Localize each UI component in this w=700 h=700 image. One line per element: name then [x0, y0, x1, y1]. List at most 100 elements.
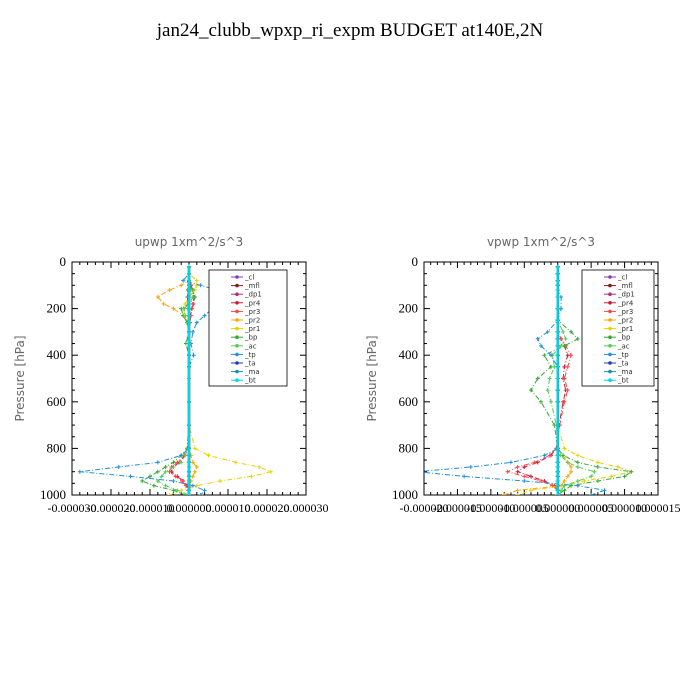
data-point: [555, 306, 560, 311]
data-point: [190, 483, 195, 488]
data-point: [140, 479, 145, 484]
legend-label: _mfl: [244, 282, 260, 290]
legend-marker: [235, 344, 239, 348]
y-axis-label: Pressure [hPa]: [365, 335, 379, 421]
data-point: [190, 329, 195, 334]
legend-label: _bp: [617, 334, 631, 342]
y-tick-label: 1000: [40, 487, 66, 502]
data-point: [187, 306, 191, 311]
x-tick-label: -0.000020: [87, 501, 136, 515]
data-point: [555, 264, 560, 269]
legend-label: _dp1: [244, 291, 262, 299]
y-tick-label: 600: [47, 394, 67, 409]
data-point: [206, 453, 211, 458]
data-point: [187, 493, 191, 495]
data-point: [187, 469, 191, 474]
data-point: [563, 336, 568, 341]
data-point: [575, 465, 580, 470]
data-point: [562, 399, 567, 404]
data-point: [155, 479, 160, 484]
y-tick-label: 400: [399, 347, 419, 362]
data-point: [187, 460, 191, 465]
x-tick-label: -0.000020: [400, 501, 449, 515]
legend-marker: [608, 344, 612, 348]
legend-marker: [608, 352, 612, 357]
legend-marker: [235, 335, 239, 340]
data-point: [555, 465, 560, 470]
data-point: [155, 460, 160, 465]
data-point: [187, 364, 191, 369]
data-point: [582, 479, 587, 484]
data-point: [194, 465, 199, 470]
data-point: [190, 460, 195, 465]
data-point: [190, 474, 195, 479]
data-point: [151, 483, 156, 488]
legend-marker: [608, 301, 612, 305]
data-point: [547, 376, 552, 381]
legend-label: _ta: [244, 360, 256, 368]
data-point: [171, 306, 176, 311]
series-line-bp: [530, 266, 633, 495]
y-tick-label: 0: [412, 254, 419, 269]
data-point: [187, 301, 191, 306]
data-point: [542, 353, 547, 358]
legend-label: _dp1: [617, 291, 635, 299]
data-point: [539, 343, 543, 348]
data-point: [187, 341, 191, 346]
data-point: [555, 479, 560, 484]
data-point: [187, 399, 191, 404]
data-point: [595, 465, 600, 470]
legend-label: _cl: [617, 274, 627, 282]
data-point: [183, 453, 188, 458]
data-point: [198, 283, 203, 288]
data-point: [559, 336, 564, 341]
x-tick-label: 0.000000: [167, 501, 212, 515]
data-point: [535, 336, 540, 341]
data-point: [515, 469, 520, 474]
data-point: [542, 453, 547, 458]
data-point: [415, 470, 419, 474]
legend-label: _mfl: [617, 282, 633, 290]
legend-marker: [235, 369, 239, 374]
data-point: [555, 474, 560, 479]
data-point: [575, 453, 580, 458]
data-point: [549, 364, 554, 369]
legend-label: _bp: [244, 334, 258, 342]
data-point: [528, 388, 533, 393]
legend-marker: [608, 309, 612, 314]
data-point: [589, 474, 594, 479]
data-point: [155, 469, 160, 474]
data-point: [187, 488, 191, 493]
data-point: [167, 287, 172, 292]
legend-label: _pr3: [244, 308, 260, 316]
series-line-pr1: [169, 266, 273, 495]
data-point: [163, 483, 168, 488]
data-point: [187, 446, 191, 451]
legend-label: _pr1: [244, 325, 260, 333]
x-tick-label: -0.000015: [433, 501, 482, 515]
data-point: [595, 479, 600, 484]
legend-marker: [235, 301, 239, 305]
legend-label: _ac: [244, 342, 257, 350]
data-point: [233, 460, 238, 465]
data-point: [191, 353, 196, 358]
data-point: [615, 465, 620, 470]
data-point: [569, 469, 574, 474]
data-point: [505, 469, 510, 474]
data-point: [629, 469, 634, 474]
data-point: [194, 278, 199, 283]
series-line-ac: [547, 266, 596, 495]
data-point: [522, 479, 527, 484]
data-point: [194, 320, 199, 325]
data-point: [187, 271, 191, 276]
data-point: [562, 479, 567, 484]
data-point: [555, 353, 560, 358]
data-point: [249, 474, 254, 479]
y-tick-label: 200: [47, 301, 67, 316]
data-point: [532, 460, 537, 465]
y-tick-label: 800: [399, 440, 419, 455]
data-point: [555, 376, 560, 381]
data-point: [171, 460, 176, 465]
data-point: [555, 399, 560, 404]
data-point: [194, 483, 199, 488]
